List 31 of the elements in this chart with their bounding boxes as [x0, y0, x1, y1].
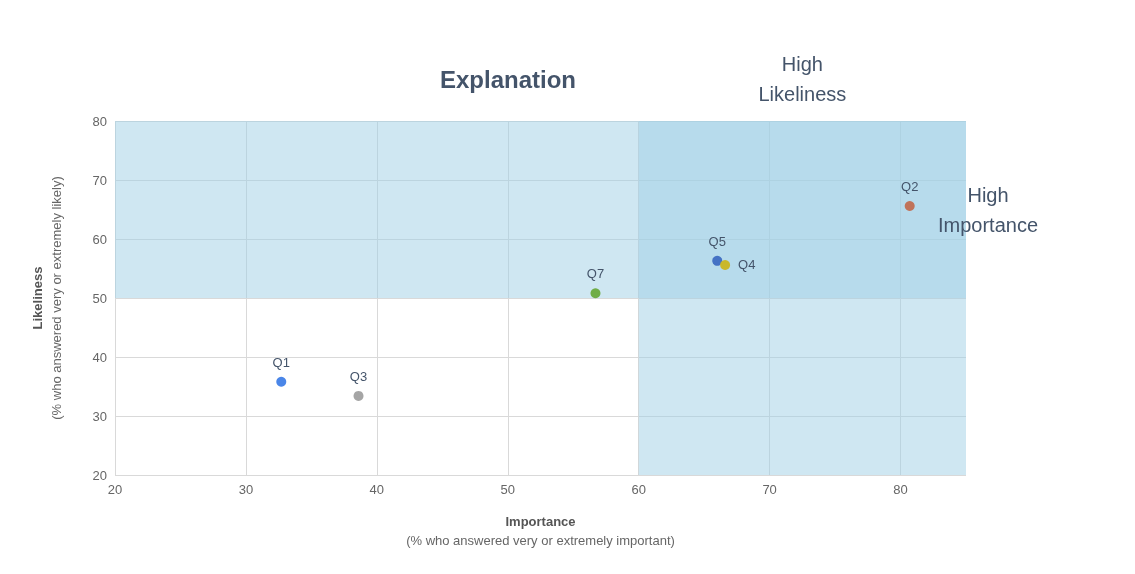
series-label: Q3 — [349, 368, 368, 384]
x-tick-label: 80 — [893, 482, 908, 497]
x-tick-label: 30 — [238, 482, 254, 497]
y-tick-label: 60 — [92, 231, 107, 247]
y-axis-title: Likeliness (% who answered very or extremely likely) — [29, 176, 64, 420]
point — [590, 288, 601, 299]
band-label: High Likeliness — [758, 53, 847, 105]
point — [904, 200, 915, 211]
series-label: Q7 — [586, 266, 605, 282]
x-axis-title: Importance (% who answered very or extremely important) — [406, 513, 675, 548]
x-tick-label: 50 — [500, 482, 515, 497]
y-tick-label: 80 — [92, 113, 107, 129]
band-label: High Importance — [937, 183, 1039, 236]
y-tick-label: 30 — [92, 408, 107, 424]
point — [720, 259, 731, 270]
point — [353, 390, 364, 401]
chart-title: Explanation — [439, 65, 577, 93]
series-label: Q5 — [708, 233, 726, 249]
y-tick-label: 70 — [92, 172, 107, 188]
x-tick-label: 70 — [762, 482, 777, 497]
series-label: Q1 — [272, 354, 290, 370]
y-tick-label: 20 — [92, 467, 107, 483]
x-tick-label: 40 — [369, 482, 385, 497]
series-label: Q4 — [738, 257, 756, 273]
point — [276, 376, 287, 387]
y-tick-label: 40 — [92, 349, 107, 365]
point — [712, 255, 723, 266]
x-tick-label: 20 — [107, 482, 123, 497]
x-tick-label: 60 — [631, 482, 646, 497]
y-tick-label: 50 — [92, 290, 107, 306]
series-label: Q2 — [901, 178, 919, 194]
